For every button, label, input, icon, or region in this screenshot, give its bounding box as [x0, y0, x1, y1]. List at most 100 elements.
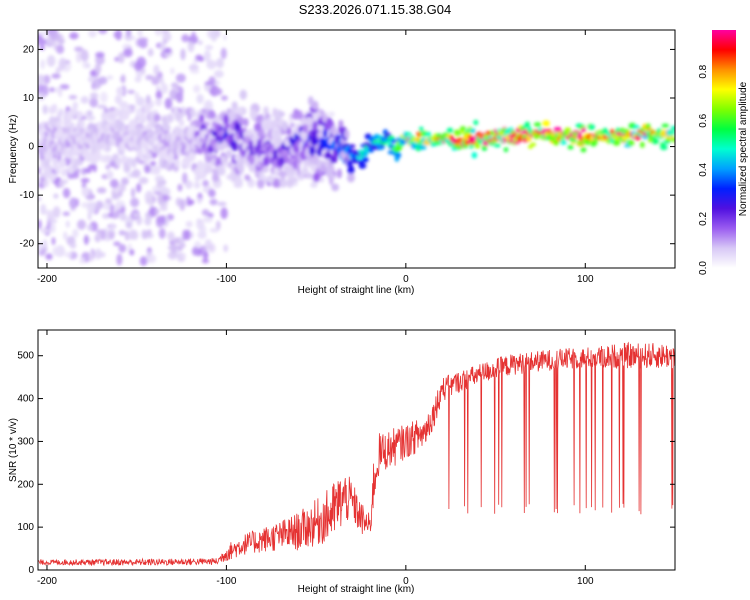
heatmap-cell [317, 131, 324, 139]
heatmap-cell [88, 30, 97, 38]
heatmap-cell [130, 187, 136, 198]
heatmap-cell [203, 50, 211, 62]
heatmap-cell [270, 129, 277, 139]
heatmap-cell [132, 169, 141, 178]
heatmap-cell [196, 219, 205, 230]
heatmap-cell [671, 137, 675, 143]
heatmap-cell [86, 63, 91, 69]
heatmap-cell [405, 132, 412, 136]
heatmap-cell [193, 181, 201, 189]
y-tick-label: -20 [20, 239, 35, 250]
heatmap-cell [156, 125, 161, 134]
heatmap-cell [234, 176, 243, 188]
heatmap-cell [170, 82, 179, 89]
heatmap-cell [238, 155, 245, 166]
heatmap-cell [209, 198, 218, 206]
heatmap-cell [390, 139, 398, 144]
heatmap-cell [195, 54, 203, 62]
colorbar: 0.0 0.2 0.4 0.6 0.8 Normalized spectral ampl… [698, 30, 749, 275]
y-tick-label: 0 [28, 565, 34, 576]
heatmap-cell [52, 246, 62, 257]
heatmap-cell [94, 248, 102, 260]
heatmap-cell [39, 228, 50, 234]
heatmap-cell [286, 127, 292, 136]
heatmap-cell [223, 244, 229, 253]
heatmap-cell [553, 127, 562, 132]
heatmap-cell [133, 213, 139, 218]
heatmap-cell [45, 253, 53, 260]
colorbar-tick-label: 0.0 [698, 261, 709, 275]
heatmap-cell [281, 121, 289, 132]
heatmap-cell [38, 31, 47, 37]
heatmap-cell [248, 155, 255, 165]
heatmap-cell [103, 202, 111, 211]
heatmap-cell [612, 139, 621, 146]
heatmap-cell [95, 200, 104, 210]
heatmap-cell [585, 139, 591, 146]
heatmap-cell [223, 114, 229, 125]
heatmap-cell [283, 164, 290, 173]
heatmap-cell [217, 164, 224, 174]
heatmap-cell [146, 229, 152, 236]
heatmap-cell [191, 246, 199, 256]
heatmap-cell [38, 91, 45, 101]
heatmap-cell [129, 35, 136, 41]
snr-frame [37, 329, 676, 571]
heatmap-cell [275, 136, 283, 146]
heatmap-cell [51, 73, 61, 79]
heatmap-cell [525, 121, 530, 127]
heatmap-cell [62, 211, 70, 217]
heatmap-cell [42, 179, 50, 188]
heatmap-cell [220, 95, 228, 101]
snr-y-ticks: 0 100 200 300 400 500 [17, 351, 675, 576]
heatmap-cell [425, 131, 432, 137]
heatmap-cell [125, 221, 133, 229]
heatmap-cell [182, 229, 188, 241]
colorbar-ticks: 0.0 0.2 0.4 0.6 0.8 [698, 64, 709, 275]
heatmap-cell [51, 237, 56, 246]
heatmap-cell [64, 251, 73, 258]
heatmap-cell [216, 57, 224, 69]
heatmap-cell [126, 157, 134, 167]
heatmap-cell [243, 118, 249, 127]
heatmap-cell [131, 157, 137, 169]
heatmap-cell [109, 203, 115, 213]
heatmap-cell [72, 101, 79, 110]
heatmap-cell [63, 126, 68, 135]
heatmap-cell [98, 76, 108, 85]
heatmap-cell [670, 125, 675, 132]
heatmap-cell [76, 219, 87, 230]
heatmap-cell [312, 120, 318, 132]
heatmap-cell [159, 77, 164, 86]
heatmap-cell [330, 155, 338, 164]
heatmap-cell [151, 76, 162, 82]
heatmap-cell [542, 120, 550, 127]
heatmap-cell [38, 166, 42, 175]
heatmap-cell [38, 37, 47, 46]
heatmap-cell [589, 124, 595, 131]
heatmap-cell [308, 145, 316, 156]
y-tick-label: 10 [23, 93, 35, 104]
heatmap-cell [288, 157, 293, 167]
heatmap-cell [178, 118, 185, 127]
heatmap-cell [209, 228, 220, 233]
heatmap-cell [533, 122, 542, 127]
heatmap-cell [176, 96, 183, 103]
heatmap-cell [177, 183, 183, 192]
heatmap-cell [283, 155, 290, 164]
heatmap-cell [114, 94, 123, 105]
heatmap-cell [199, 114, 205, 123]
heatmap-cell [259, 172, 265, 181]
heatmap-cell [54, 87, 63, 93]
heatmap-cell [81, 186, 90, 197]
heatmap-cell [203, 99, 214, 112]
heatmap-cell [306, 160, 312, 168]
heatmap-cell [87, 211, 92, 221]
heatmap-cell [118, 101, 129, 110]
heatmap-cell [154, 30, 163, 36]
y-tick-label: 100 [17, 522, 34, 533]
heatmap-cell [117, 52, 125, 64]
heatmap-cell [262, 156, 270, 167]
heatmap-cell [155, 85, 161, 91]
